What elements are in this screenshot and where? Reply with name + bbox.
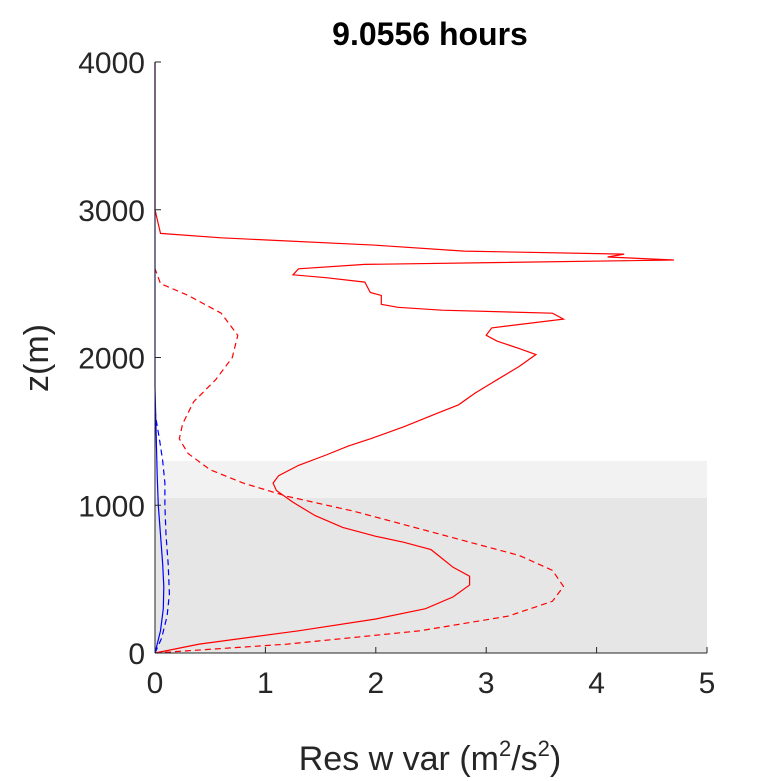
x-tick-label-1: 1 — [257, 667, 274, 700]
series-line-1 — [154, 268, 565, 654]
y-tick-label-2: 2000 — [78, 343, 145, 376]
x-tick-label-2: 2 — [367, 667, 384, 700]
series-line-0 — [154, 62, 674, 654]
y-tick-label-4: 4000 — [78, 47, 145, 80]
x-axis-label-mid: /s — [511, 740, 537, 778]
x-axis-label-suffix: ) — [550, 740, 561, 778]
x-axis-label-sup1: 2 — [499, 736, 511, 761]
y-axis-label: z(m) — [18, 324, 56, 392]
y-tick-label-3: 3000 — [78, 195, 145, 228]
band-0 — [155, 497, 707, 653]
series-line-3 — [154, 409, 171, 654]
x-axis-label-prefix: Res w var (m — [299, 740, 499, 778]
axes: 0 1 2 3 4 5 0 1000 2000 3000 4000 — [78, 47, 715, 700]
x-axis-label: Res w var (m2/s2) — [299, 736, 562, 778]
band-1 — [155, 460, 707, 498]
shaded-bands — [155, 460, 707, 653]
x-tick-label-0: 0 — [147, 667, 164, 700]
x-tick-label-5: 5 — [699, 667, 716, 700]
chart-title: 9.0556 hours — [332, 16, 528, 52]
x-tick-label-3: 3 — [478, 667, 495, 700]
x-axis-label-sup2: 2 — [538, 736, 550, 761]
series-lines — [154, 62, 674, 654]
x-tick-label-4: 4 — [588, 667, 605, 700]
y-tick-label-1: 1000 — [78, 490, 145, 523]
y-tick-label-0: 0 — [128, 638, 145, 671]
series-line-2 — [154, 62, 165, 654]
